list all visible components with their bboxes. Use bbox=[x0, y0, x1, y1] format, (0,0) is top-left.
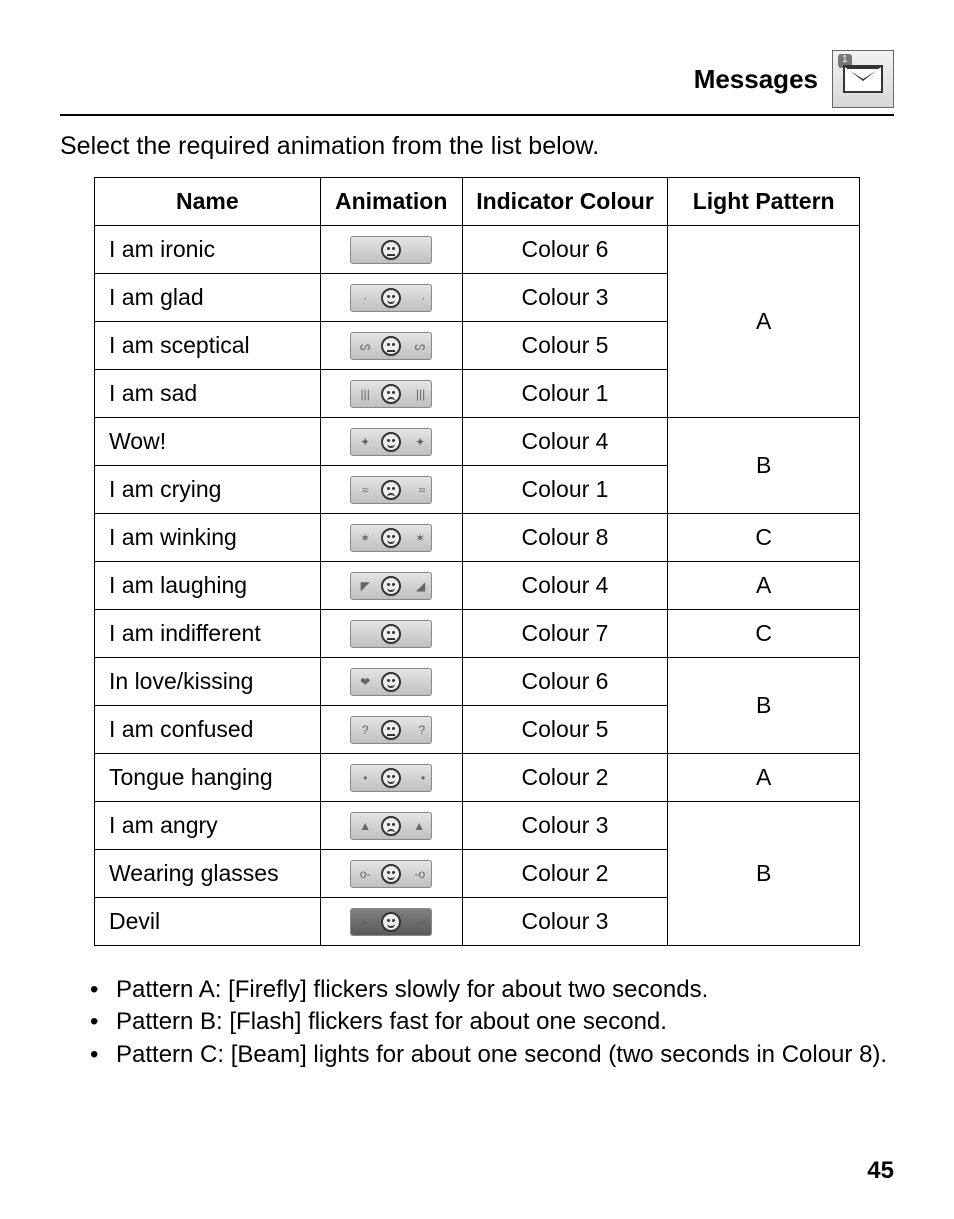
table-header-row: Name Animation Indicator Colour Light Pa… bbox=[95, 178, 860, 226]
cell-pattern: B bbox=[668, 658, 860, 754]
cell-pattern: A bbox=[668, 226, 860, 418]
cell-animation: ᔕᔕ bbox=[320, 322, 462, 370]
cell-animation bbox=[320, 610, 462, 658]
cell-colour: Colour 1 bbox=[462, 370, 668, 418]
col-pattern: Light Pattern bbox=[668, 178, 860, 226]
cell-name: I am confused bbox=[95, 706, 321, 754]
header-row: Messages bbox=[60, 50, 894, 108]
pattern-note: Pattern C: [Beam] lights for about one s… bbox=[90, 1039, 894, 1071]
emoticon-icon: ❤ bbox=[350, 668, 432, 696]
page-number: 45 bbox=[867, 1157, 894, 1185]
cell-name: I am glad bbox=[95, 274, 321, 322]
cell-animation: ?? bbox=[320, 706, 462, 754]
cell-colour: Colour 4 bbox=[462, 562, 668, 610]
col-name: Name bbox=[95, 178, 321, 226]
cell-pattern: B bbox=[668, 418, 860, 514]
cell-colour: Colour 3 bbox=[462, 898, 668, 946]
cell-pattern: A bbox=[668, 754, 860, 802]
table-row: Wow!✦✦Colour 4B bbox=[95, 418, 860, 466]
cell-pattern: A bbox=[668, 562, 860, 610]
cell-colour: Colour 4 bbox=[462, 418, 668, 466]
cell-animation: ▸◂ bbox=[320, 898, 462, 946]
cell-pattern: C bbox=[668, 610, 860, 658]
cell-animation: •• bbox=[320, 754, 462, 802]
cell-colour: Colour 3 bbox=[462, 802, 668, 850]
table-row: I am angry▲▲Colour 3B bbox=[95, 802, 860, 850]
emoticon-icon: ✦✦ bbox=[350, 428, 432, 456]
cell-animation: ◤◢ bbox=[320, 562, 462, 610]
cell-animation: ✶✶ bbox=[320, 514, 462, 562]
emoticon-icon: |||||| bbox=[350, 380, 432, 408]
cell-animation bbox=[320, 226, 462, 274]
cell-name: Wearing glasses bbox=[95, 850, 321, 898]
cell-name: Wow! bbox=[95, 418, 321, 466]
col-animation: Animation bbox=[320, 178, 462, 226]
pattern-note: Pattern A: [Firefly] flickers slowly for… bbox=[90, 974, 894, 1006]
cell-colour: Colour 1 bbox=[462, 466, 668, 514]
envelope-icon bbox=[843, 65, 883, 93]
cell-name: I am winking bbox=[95, 514, 321, 562]
emoticon-icon: ▲▲ bbox=[350, 812, 432, 840]
emoticon-icon: ·· bbox=[350, 284, 432, 312]
emoticon-icon: ≈≈ bbox=[350, 476, 432, 504]
cell-colour: Colour 6 bbox=[462, 658, 668, 706]
cell-colour: Colour 2 bbox=[462, 850, 668, 898]
cell-name: Tongue hanging bbox=[95, 754, 321, 802]
emoticon-icon: ᔕᔕ bbox=[350, 332, 432, 360]
table-row: I am laughing ◤◢ Colour 4A bbox=[95, 562, 860, 610]
col-colour: Indicator Colour bbox=[462, 178, 668, 226]
cell-name: I am crying bbox=[95, 466, 321, 514]
emoticon-icon: ?? bbox=[350, 716, 432, 744]
cell-name: I am angry bbox=[95, 802, 321, 850]
emoticon-icon: o--o bbox=[350, 860, 432, 888]
cell-name: Devil bbox=[95, 898, 321, 946]
emoticon-icon bbox=[350, 236, 432, 264]
table-row: Tongue hanging •• Colour 2A bbox=[95, 754, 860, 802]
cell-name: In love/kissing bbox=[95, 658, 321, 706]
emoticon-icon: ◤◢ bbox=[350, 572, 432, 600]
cell-name: I am indifferent bbox=[95, 610, 321, 658]
cell-name: I am ironic bbox=[95, 226, 321, 274]
intro-text: Select the required animation from the l… bbox=[60, 132, 894, 161]
messages-icon bbox=[832, 50, 894, 108]
emoticon-icon bbox=[350, 620, 432, 648]
cell-animation: ✦✦ bbox=[320, 418, 462, 466]
animation-table: Name Animation Indicator Colour Light Pa… bbox=[94, 177, 860, 946]
cell-animation: |||||| bbox=[320, 370, 462, 418]
cell-pattern: B bbox=[668, 802, 860, 946]
cell-name: I am sad bbox=[95, 370, 321, 418]
cell-animation: ▲▲ bbox=[320, 802, 462, 850]
section-title: Messages bbox=[694, 64, 818, 95]
cell-colour: Colour 2 bbox=[462, 754, 668, 802]
cell-colour: Colour 8 bbox=[462, 514, 668, 562]
pattern-note: Pattern B: [Flash] flickers fast for abo… bbox=[90, 1006, 894, 1038]
emoticon-icon: ✶✶ bbox=[350, 524, 432, 552]
cell-colour: Colour 7 bbox=[462, 610, 668, 658]
cell-animation: o--o bbox=[320, 850, 462, 898]
cell-animation: ·· bbox=[320, 274, 462, 322]
table-row: I am ironicColour 6A bbox=[95, 226, 860, 274]
pattern-notes: Pattern A: [Firefly] flickers slowly for… bbox=[60, 974, 894, 1071]
table-row: I am indifferent Colour 7C bbox=[95, 610, 860, 658]
emoticon-icon: •• bbox=[350, 764, 432, 792]
cell-colour: Colour 5 bbox=[462, 706, 668, 754]
cell-colour: Colour 5 bbox=[462, 322, 668, 370]
cell-colour: Colour 3 bbox=[462, 274, 668, 322]
emoticon-icon: ▸◂ bbox=[350, 908, 432, 936]
cell-animation: ❤ bbox=[320, 658, 462, 706]
page: Messages Select the required animation f… bbox=[0, 0, 954, 1219]
cell-pattern: C bbox=[668, 514, 860, 562]
table-row: I am winking ✶✶ Colour 8C bbox=[95, 514, 860, 562]
cell-name: I am laughing bbox=[95, 562, 321, 610]
table-row: In love/kissing❤Colour 6B bbox=[95, 658, 860, 706]
cell-name: I am sceptical bbox=[95, 322, 321, 370]
cell-colour: Colour 6 bbox=[462, 226, 668, 274]
cell-animation: ≈≈ bbox=[320, 466, 462, 514]
header-rule bbox=[60, 114, 894, 116]
